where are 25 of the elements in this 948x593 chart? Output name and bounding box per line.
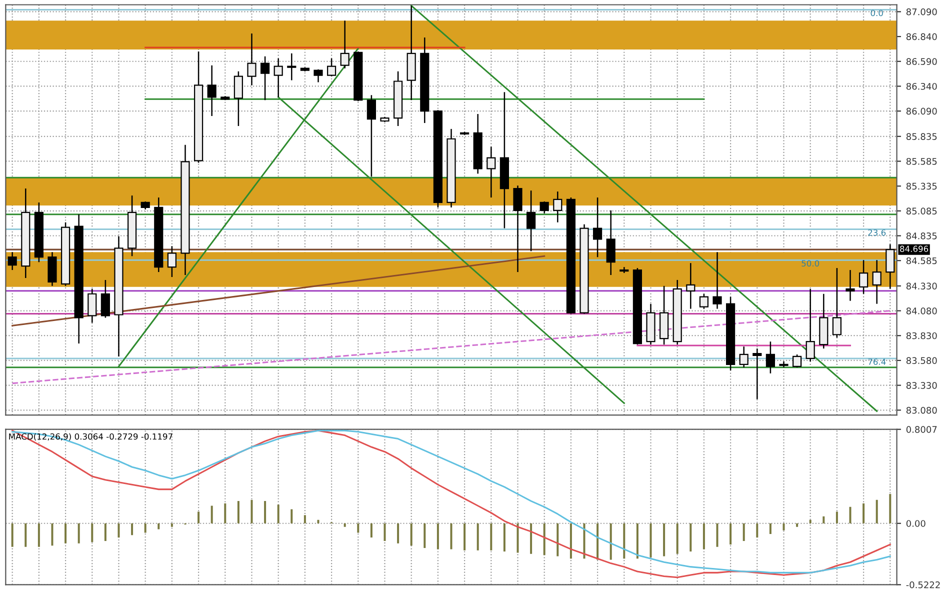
y-tick-label: 86.840 <box>906 33 937 40</box>
y-tick-label: 85.085 <box>906 208 937 214</box>
annotation: 50.0 <box>802 260 820 267</box>
y-tick-label: 84.080 <box>906 308 937 314</box>
y-tick-label: 84.585 <box>906 257 937 264</box>
y-tick-label: 87.090 <box>906 8 937 16</box>
y-tick-label: 86.340 <box>906 82 937 90</box>
y-tick-label: 85.585 <box>906 158 937 165</box>
y-tick-label: 86.590 <box>906 58 937 65</box>
ref-line-label: 84.696 <box>900 246 928 252</box>
y-tick-label: 85.835 <box>906 133 937 140</box>
annotation: 23.6 <box>868 229 886 236</box>
y-tick-label: 86.090 <box>906 108 937 115</box>
y-tick-label: 0.00 <box>906 520 926 527</box>
y-tick-label: 85.335 <box>906 182 937 190</box>
y-tick-label: 83.080 <box>906 406 937 414</box>
y-tick-label: 0.8007 <box>906 426 937 433</box>
y-tick-label: 84.330 <box>906 282 937 290</box>
y-tick-label: 84.835 <box>906 232 937 240</box>
annotation: 0.0 <box>870 10 883 16</box>
y-tick-label: 83.330 <box>906 382 937 389</box>
y-tick-label: 83.580 <box>906 357 937 364</box>
annotation: 76.4 <box>868 358 886 365</box>
y-tick-label: 83.830 <box>906 332 937 340</box>
y-tick-label: -0.5222 <box>906 581 940 588</box>
